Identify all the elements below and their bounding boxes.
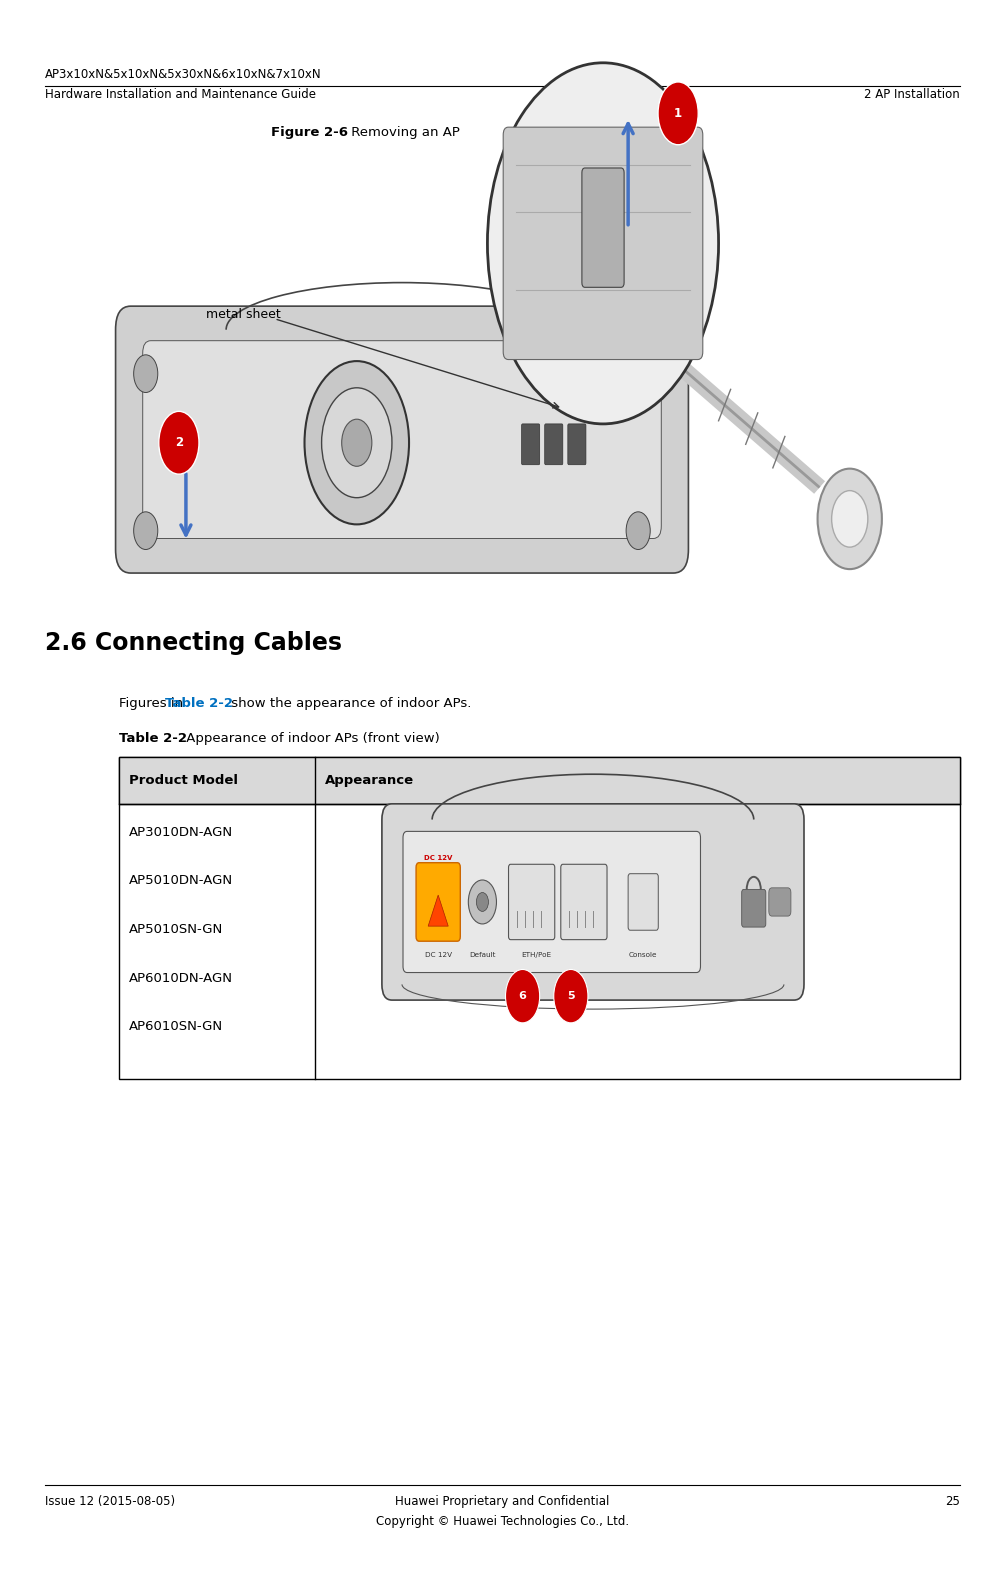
FancyBboxPatch shape — [742, 889, 766, 926]
Text: AP3x10xN&5x10xN&5x30xN&6x10xN&7x10xN: AP3x10xN&5x10xN&5x30xN&6x10xN&7x10xN — [45, 68, 322, 80]
Text: AP3010DN-AGN: AP3010DN-AGN — [129, 826, 233, 838]
Text: Huawei Proprietary and Confidential: Huawei Proprietary and Confidential — [395, 1495, 610, 1507]
Text: metal sheet: metal sheet — [206, 308, 280, 320]
FancyBboxPatch shape — [382, 804, 804, 1000]
Circle shape — [658, 82, 698, 144]
FancyBboxPatch shape — [561, 865, 607, 939]
FancyBboxPatch shape — [116, 306, 688, 573]
FancyBboxPatch shape — [504, 127, 702, 360]
Text: Removing an AP: Removing an AP — [347, 126, 459, 138]
Circle shape — [134, 355, 158, 392]
FancyBboxPatch shape — [509, 865, 555, 939]
Text: 2 AP Installation: 2 AP Installation — [864, 88, 960, 100]
Text: Figure 2-6: Figure 2-6 — [271, 126, 349, 138]
Text: Appearance of indoor APs (front view): Appearance of indoor APs (front view) — [182, 732, 439, 744]
FancyBboxPatch shape — [545, 424, 563, 465]
FancyBboxPatch shape — [403, 832, 700, 972]
Polygon shape — [428, 895, 448, 926]
Text: ETH/PoE: ETH/PoE — [522, 951, 552, 958]
FancyBboxPatch shape — [582, 168, 624, 287]
Circle shape — [626, 355, 650, 392]
Circle shape — [468, 879, 496, 925]
Circle shape — [134, 512, 158, 549]
Circle shape — [159, 411, 199, 474]
Text: Table 2-2: Table 2-2 — [119, 732, 187, 744]
Circle shape — [342, 419, 372, 466]
Text: 2: 2 — [175, 436, 183, 449]
Bar — [119, 757, 960, 1079]
Circle shape — [506, 970, 540, 1024]
Text: Console: Console — [629, 951, 657, 958]
Text: show the appearance of indoor APs.: show the appearance of indoor APs. — [227, 697, 471, 710]
FancyBboxPatch shape — [143, 341, 661, 539]
Circle shape — [554, 970, 588, 1024]
Text: DC 12V: DC 12V — [425, 951, 451, 958]
Circle shape — [818, 468, 882, 570]
FancyBboxPatch shape — [769, 889, 791, 917]
FancyBboxPatch shape — [568, 424, 586, 465]
Circle shape — [832, 490, 868, 548]
Text: DC 12V: DC 12V — [424, 856, 452, 862]
Text: Table 2-2: Table 2-2 — [165, 697, 233, 710]
Text: Appearance: Appearance — [325, 774, 414, 787]
Text: AP6010DN-AGN: AP6010DN-AGN — [129, 972, 232, 984]
Text: Issue 12 (2015-08-05): Issue 12 (2015-08-05) — [45, 1495, 175, 1507]
Circle shape — [476, 892, 488, 911]
Circle shape — [305, 361, 409, 524]
Text: 25: 25 — [945, 1495, 960, 1507]
FancyBboxPatch shape — [628, 873, 658, 929]
Text: AP6010SN-GN: AP6010SN-GN — [129, 1020, 223, 1033]
Circle shape — [322, 388, 392, 498]
Text: Figures in: Figures in — [119, 697, 187, 710]
Bar — [119, 757, 960, 804]
FancyBboxPatch shape — [416, 864, 460, 942]
Circle shape — [487, 63, 719, 424]
Text: 6: 6 — [519, 991, 527, 1002]
Text: 1: 1 — [674, 107, 682, 119]
Text: AP5010SN-GN: AP5010SN-GN — [129, 923, 223, 936]
Text: Product Model: Product Model — [129, 774, 237, 787]
FancyBboxPatch shape — [522, 424, 540, 465]
Text: 5: 5 — [567, 991, 575, 1002]
Text: 2.6 Connecting Cables: 2.6 Connecting Cables — [45, 631, 343, 655]
Circle shape — [626, 512, 650, 549]
Text: AP5010DN-AGN: AP5010DN-AGN — [129, 874, 233, 887]
Text: Hardware Installation and Maintenance Guide: Hardware Installation and Maintenance Gu… — [45, 88, 317, 100]
Text: Copyright © Huawei Technologies Co., Ltd.: Copyright © Huawei Technologies Co., Ltd… — [376, 1515, 629, 1528]
Text: Default: Default — [469, 951, 495, 958]
